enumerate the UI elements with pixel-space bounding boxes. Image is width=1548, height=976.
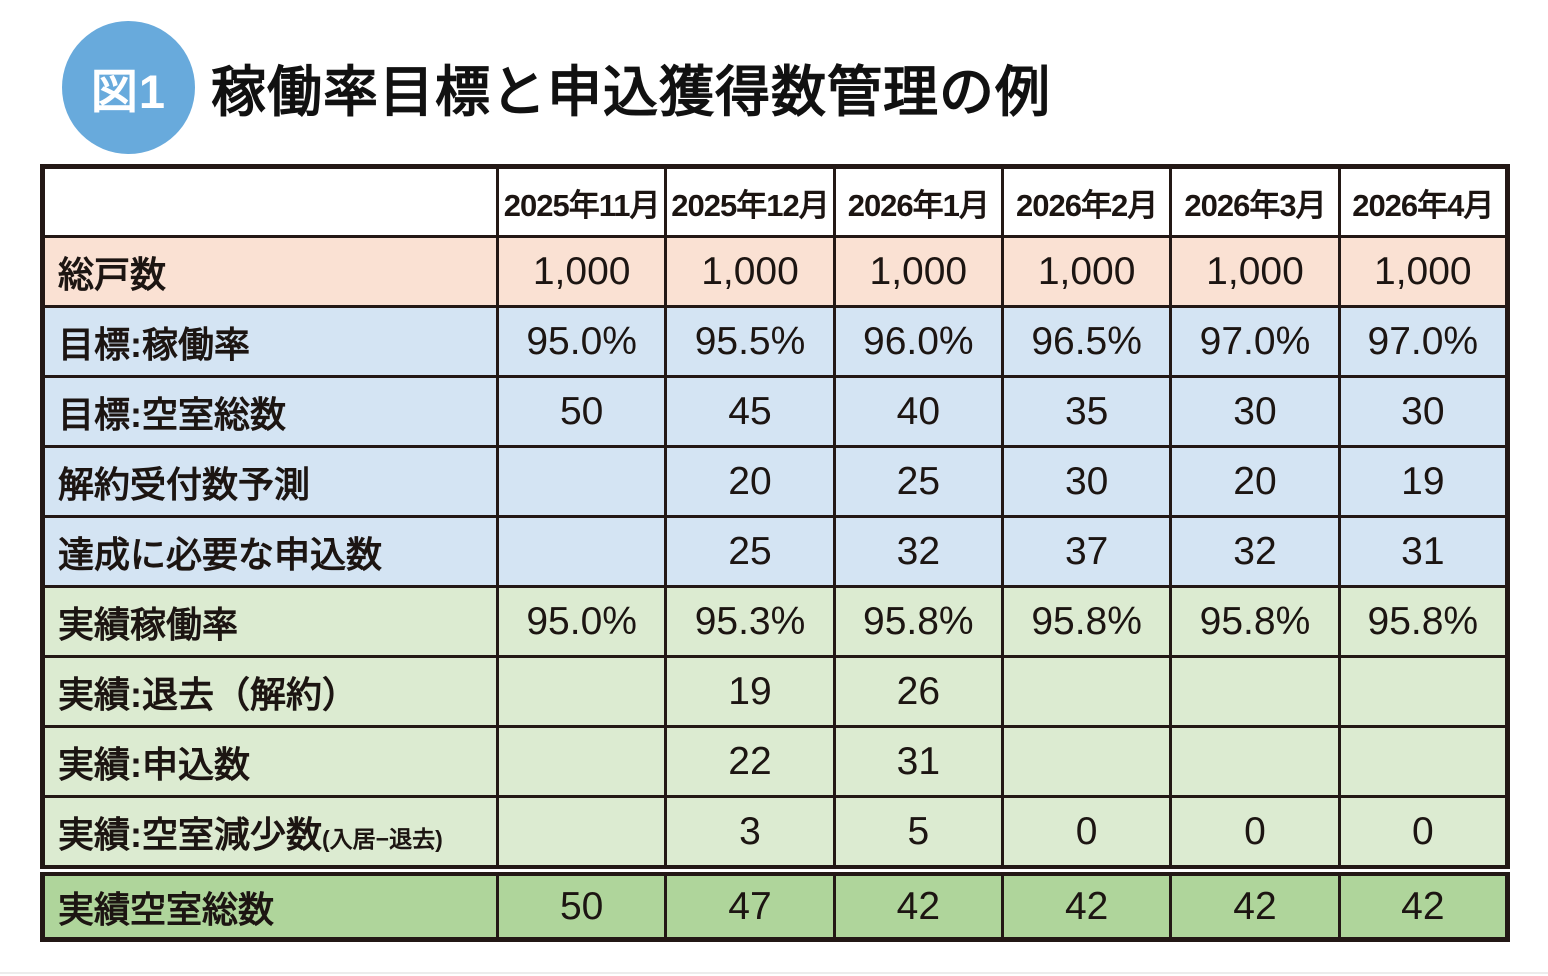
cell (495, 725, 668, 798)
table-row: 達成に必要な申込数 25 32 37 32 31 (41, 515, 1510, 588)
cell: 19 (664, 655, 836, 728)
cell: 50 (495, 865, 668, 941)
column-header: 2026年3月 (1169, 165, 1341, 238)
row-label: 目標:稼働率 (41, 305, 499, 378)
cell: 25 (664, 515, 836, 588)
cell: 31 (1337, 515, 1510, 588)
cell: 30 (1000, 445, 1173, 518)
occupancy-table: 2025年11月 2025年12月 2026年1月 2026年2月 2026年3… (40, 164, 1510, 942)
cell: 95.0% (495, 305, 668, 378)
cell: 42 (1000, 865, 1173, 941)
cell: 30 (1337, 375, 1510, 448)
table-row: 実績:退去（解約） 19 26 (41, 655, 1510, 728)
cell: 95.3% (664, 585, 836, 658)
cell: 1,000 (664, 235, 836, 308)
cell: 95.8% (1000, 585, 1173, 658)
cell: 1,000 (495, 235, 668, 308)
row-label: 実績:申込数 (41, 725, 499, 798)
table-container: 2025年11月 2025年12月 2026年1月 2026年2月 2026年3… (40, 164, 1510, 942)
cell: 95.5% (664, 305, 836, 378)
cell: 20 (664, 445, 836, 518)
table-row: 実績空室総数 50 47 42 42 42 42 (41, 865, 1510, 941)
cell: 42 (1169, 865, 1341, 941)
table-row: 実績:申込数 22 31 (41, 725, 1510, 798)
row-label: 実績:退去（解約） (41, 655, 499, 728)
cell (495, 655, 668, 728)
figure-badge-label: 図1 (90, 64, 167, 118)
figure-badge: 図1 (62, 20, 195, 154)
column-header: 2026年4月 (1337, 165, 1510, 238)
cell: 35 (1000, 375, 1173, 448)
cell (495, 445, 668, 518)
cell: 19 (1337, 445, 1510, 518)
bottom-rule (0, 972, 1548, 974)
cell: 96.0% (832, 305, 1004, 378)
cell: 95.8% (1169, 585, 1341, 658)
figure-title: 稼働率目標と申込獲得数管理の例 (211, 61, 1052, 123)
column-header: 2026年2月 (1000, 165, 1173, 238)
header-row: 2025年11月 2025年12月 2026年1月 2026年2月 2026年3… (41, 165, 1510, 238)
column-header: 2026年1月 (832, 165, 1004, 238)
cell: 50 (495, 375, 668, 448)
cell: 95.8% (1337, 585, 1510, 658)
cell (1337, 725, 1510, 798)
row-label: 解約受付数予測 (41, 445, 499, 518)
table-row: 実績:空室減少数(入居−退去) 3 5 0 0 0 (41, 795, 1510, 872)
row-label: 総戸数 (41, 235, 499, 308)
column-header: 2025年11月 (495, 165, 668, 238)
cell: 22 (664, 725, 836, 798)
table-row: 総戸数 1,000 1,000 1,000 1,000 1,000 1,000 (41, 235, 1510, 308)
cell (1000, 725, 1173, 798)
cell: 1,000 (1337, 235, 1510, 308)
cell: 97.0% (1337, 305, 1510, 378)
column-header: 2025年12月 (664, 165, 836, 238)
cell: 96.5% (1000, 305, 1173, 378)
cell: 95.0% (495, 585, 668, 658)
cell: 37 (1000, 515, 1173, 588)
cell: 3 (664, 795, 836, 872)
corner-cell (41, 165, 499, 238)
cell: 47 (664, 865, 836, 941)
table-row: 実績稼働率 95.0% 95.3% 95.8% 95.8% 95.8% 95.8… (41, 585, 1510, 658)
cell: 1,000 (1000, 235, 1173, 308)
cell: 1,000 (832, 235, 1004, 308)
cell: 42 (1337, 865, 1510, 941)
row-label: 実績空室総数 (41, 865, 499, 941)
table-row: 解約受付数予測 20 25 30 20 19 (41, 445, 1510, 518)
cell: 0 (1337, 795, 1510, 872)
cell (1169, 725, 1341, 798)
cell: 25 (832, 445, 1004, 518)
cell (495, 795, 668, 872)
cell: 0 (1169, 795, 1341, 872)
cell: 42 (832, 865, 1004, 941)
cell: 32 (1169, 515, 1341, 588)
cell: 31 (832, 725, 1004, 798)
cell: 26 (832, 655, 1004, 728)
cell (1169, 655, 1341, 728)
cell (1000, 655, 1173, 728)
figure-header: 図1 稼働率目標と申込獲得数管理の例 (0, 0, 1548, 154)
row-label: 実績:空室減少数(入居−退去) (41, 795, 499, 872)
cell: 32 (832, 515, 1004, 588)
cell: 5 (832, 795, 1004, 872)
row-label: 達成に必要な申込数 (41, 515, 499, 588)
row-label: 目標:空室総数 (41, 375, 499, 448)
cell (1337, 655, 1510, 728)
row-label: 実績稼働率 (41, 585, 499, 658)
cell: 0 (1000, 795, 1173, 872)
cell: 40 (832, 375, 1004, 448)
cell: 95.8% (832, 585, 1004, 658)
cell: 20 (1169, 445, 1341, 518)
cell: 97.0% (1169, 305, 1341, 378)
cell: 30 (1169, 375, 1341, 448)
cell: 45 (664, 375, 836, 448)
cell (495, 515, 668, 588)
table-row: 目標:空室総数 50 45 40 35 30 30 (41, 375, 1510, 448)
table-row: 目標:稼働率 95.0% 95.5% 96.0% 96.5% 97.0% 97.… (41, 305, 1510, 378)
cell: 1,000 (1169, 235, 1341, 308)
